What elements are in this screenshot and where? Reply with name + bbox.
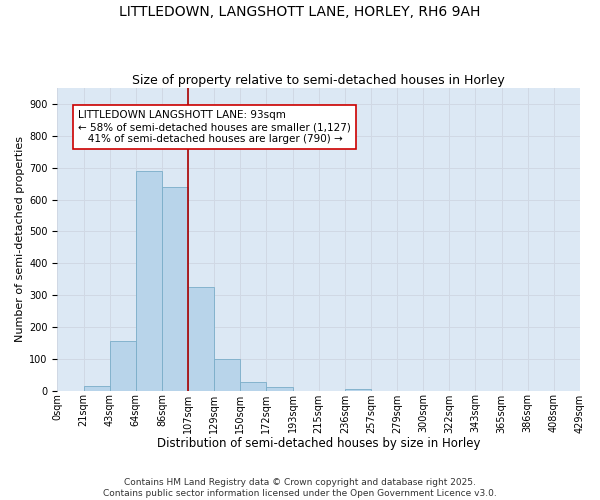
Bar — [162, 187, 188, 390]
Bar — [345, 389, 371, 390]
Bar — [136, 171, 162, 390]
Title: Size of property relative to semi-detached houses in Horley: Size of property relative to semi-detach… — [133, 74, 505, 87]
Text: LITTLEDOWN LANGSHOTT LANE: 93sqm
← 58% of semi-detached houses are smaller (1,12: LITTLEDOWN LANGSHOTT LANE: 93sqm ← 58% o… — [78, 110, 351, 144]
Bar — [241, 382, 266, 390]
X-axis label: Distribution of semi-detached houses by size in Horley: Distribution of semi-detached houses by … — [157, 437, 481, 450]
Text: Contains HM Land Registry data © Crown copyright and database right 2025.
Contai: Contains HM Land Registry data © Crown c… — [103, 478, 497, 498]
Bar — [188, 287, 214, 391]
Bar — [110, 341, 136, 390]
Bar — [266, 388, 293, 390]
Text: LITTLEDOWN, LANGSHOTT LANE, HORLEY, RH6 9AH: LITTLEDOWN, LANGSHOTT LANE, HORLEY, RH6 … — [119, 5, 481, 19]
Bar — [83, 386, 110, 390]
Y-axis label: Number of semi-detached properties: Number of semi-detached properties — [15, 136, 25, 342]
Bar — [214, 358, 241, 390]
